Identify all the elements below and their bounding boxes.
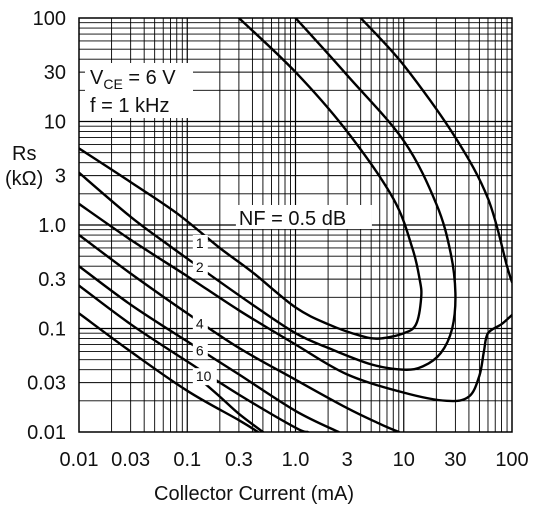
y-tick-label: 0.01 — [27, 422, 66, 444]
nf-contour-line — [79, 18, 423, 340]
x-tick-label: 0.1 — [173, 449, 201, 471]
y-axis-label-line2: (kΩ) — [5, 168, 43, 190]
x-tick-labels: 0.01 0.03 0.1 0.3 1.0 3 10 30 100 — [60, 449, 529, 471]
y-tick-labels: 100 30 10 3 1.0 0.3 0.1 0.03 0.01 — [27, 8, 66, 444]
x-axis-label: Collector Current (mA) — [154, 483, 354, 505]
curve-label: 2 — [196, 259, 204, 275]
nf-contour-line — [79, 233, 400, 432]
vce-condition: VCE = 6 V — [90, 67, 176, 92]
conditions-box-bg — [85, 63, 193, 118]
y-tick-label: 100 — [33, 8, 66, 30]
y-tick-label: 10 — [44, 112, 66, 134]
curve-label: 1 — [196, 235, 204, 251]
y-tick-label: 30 — [44, 62, 66, 84]
nf-contour-line — [79, 202, 512, 403]
curve-label-bg — [192, 342, 208, 360]
y-tick-label: 0.03 — [27, 373, 66, 395]
curve-label-bg — [235, 205, 372, 229]
y-tick-label: 3 — [55, 166, 66, 188]
curve-label-bg — [192, 234, 208, 252]
y-tick-label: 1.0 — [38, 215, 66, 237]
y-tick-label: 0.3 — [38, 269, 66, 291]
curve-label-bg — [192, 315, 208, 333]
curve-label: 4 — [196, 316, 204, 332]
frequency-condition: f = 1 kHz — [90, 95, 169, 117]
x-tick-label: 0.01 — [60, 449, 99, 471]
plot-frame — [78, 17, 513, 433]
x-tick-label: 100 — [495, 449, 528, 471]
curve-labels: NF = 0.5 dB 1 2 4 6 10 — [192, 205, 372, 386]
x-tick-label: 3 — [342, 449, 353, 471]
curve-label-bg — [192, 259, 208, 277]
x-tick-label: 0.3 — [225, 449, 253, 471]
y-axis-label-line1: Rs — [12, 143, 36, 165]
conditions-box: VCE = 6 V f = 1 kHz — [85, 63, 193, 118]
y-tick-label: 0.1 — [38, 319, 66, 341]
nf-contour-line — [359, 18, 512, 284]
nf-contour-line — [79, 265, 340, 432]
curves — [79, 18, 512, 432]
curve-label: NF = 0.5 dB — [239, 208, 346, 230]
x-tick-label: 1.0 — [282, 449, 310, 471]
x-tick-label: 30 — [444, 449, 466, 471]
curve-label-bg — [192, 368, 217, 386]
x-tick-label: 0.03 — [111, 449, 150, 471]
vce-subscript: CE — [103, 76, 122, 92]
nf-contour-line — [79, 312, 260, 432]
curve-label: 10 — [196, 368, 212, 384]
x-tick-label: 10 — [393, 449, 415, 471]
curve-label: 6 — [196, 342, 204, 358]
